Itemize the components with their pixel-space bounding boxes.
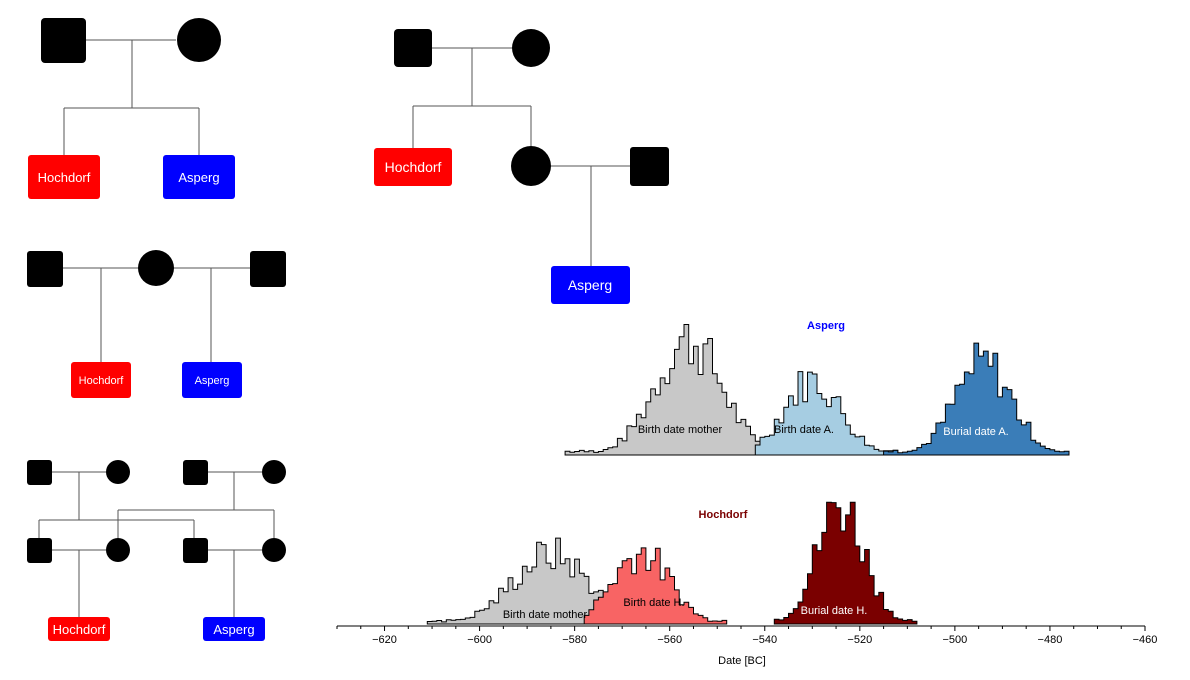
x-axis-label: Date [BC] [718, 655, 766, 667]
histogram-birth-date-a [754, 371, 899, 456]
pedigree-top-left [63, 39, 200, 155]
father-square [27, 538, 52, 563]
x-tick-label: −580 [562, 634, 587, 646]
histogram-burial-date-h [773, 501, 918, 625]
father-square [183, 460, 208, 485]
hochdorf-label: Hochdorf [38, 170, 91, 185]
hochdorf-box [71, 362, 131, 398]
asperg-label: Asperg [195, 375, 230, 387]
mother-circle [106, 538, 130, 562]
asperg-box [551, 266, 630, 304]
x-tick-label: −560 [657, 634, 682, 646]
mother-circle [177, 18, 221, 62]
histogram-birth-date-mother [426, 537, 623, 625]
daughter-circle [511, 146, 551, 186]
father-square [41, 18, 86, 63]
series-label-hochdorf-burial: Burial date H. [801, 605, 868, 617]
series-label-hochdorf-birth: Birth date H. [623, 597, 684, 609]
mother-circle [262, 460, 286, 484]
asperg-chart-title: Asperg [807, 320, 845, 332]
x-tick-label: −540 [752, 634, 777, 646]
father-square [27, 460, 52, 485]
series-label-asperg-mother: Birth date mother [638, 424, 723, 436]
hochdorf-label: Hochdorf [53, 622, 106, 637]
series-label-asperg-birth: Birth date A. [774, 424, 834, 436]
father-square [183, 538, 208, 563]
hochdorf-box [28, 155, 100, 199]
father-square [394, 29, 432, 67]
asperg-box [163, 155, 235, 199]
hochdorf-box [374, 148, 452, 186]
father-square [27, 251, 63, 287]
x-axis: −620 −600 −580 −560 −540 −520 −500 −480 −460 [336, 625, 1158, 646]
hochdorf-label: Hochdorf [385, 159, 442, 175]
hochdorf-label: Hochdorf [79, 375, 125, 387]
asperg-box [182, 362, 242, 398]
histogram-birth-date-h [583, 547, 728, 625]
x-tick-label: −480 [1038, 634, 1063, 646]
histogram-burial-date-a [883, 342, 1070, 456]
series-label-hochdorf-mother: Birth date mother [503, 609, 588, 621]
asperg-box [203, 617, 265, 641]
father-square [630, 147, 669, 186]
mother-circle [138, 250, 174, 286]
pedigree-big [412, 47, 630, 266]
hochdorf-box [48, 617, 110, 641]
mother-circle [106, 460, 130, 484]
series-label-asperg-burial: Burial date A. [943, 426, 1008, 438]
mother-circle [262, 538, 286, 562]
histogram-birth-date-mother [564, 324, 766, 456]
father-square [250, 251, 286, 287]
x-tick-label: −600 [467, 634, 492, 646]
mother-circle [512, 29, 550, 67]
pedigree-bottom-left [38, 471, 275, 617]
x-tick-label: −460 [1133, 634, 1158, 646]
x-tick-label: −500 [942, 634, 967, 646]
x-tick-label: −620 [372, 634, 397, 646]
x-tick-label: −520 [847, 634, 872, 646]
asperg-label: Asperg [178, 170, 219, 185]
asperg-label: Asperg [213, 622, 254, 637]
asperg-histograms [564, 324, 1070, 456]
hochdorf-chart-title: Hochdorf [699, 509, 748, 521]
hochdorf-histograms [426, 501, 918, 625]
asperg-label: Asperg [568, 277, 612, 293]
